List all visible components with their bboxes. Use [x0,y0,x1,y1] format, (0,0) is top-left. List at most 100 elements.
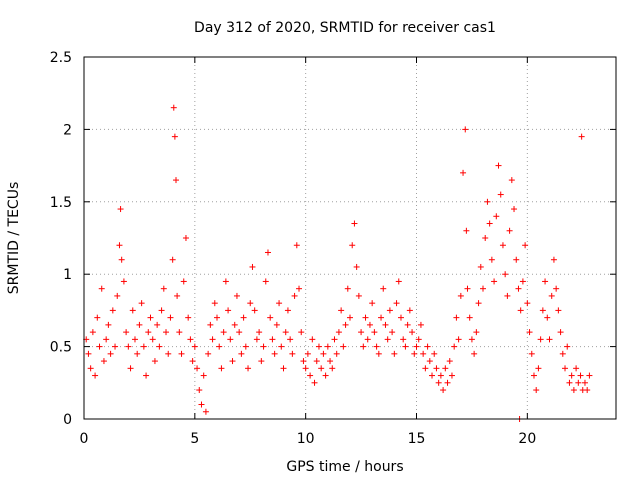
data-point [205,350,212,357]
data-point [366,321,373,328]
data-point [198,401,205,408]
data-point [519,278,526,285]
data-point [402,343,409,350]
data-point [417,321,424,328]
data-point [264,249,271,256]
data-point [364,336,371,343]
data-point [329,365,336,372]
data-point [586,372,593,379]
data-point [178,350,185,357]
data-point [491,278,498,285]
data-point [513,256,520,263]
y-tick-label: 1.5 [50,195,72,211]
data-point [333,350,340,357]
x-tick-label: 10 [297,431,315,447]
data-point [463,227,470,234]
data-point [570,387,577,394]
data-point [508,177,515,184]
data-point [134,350,141,357]
data-point [389,329,396,336]
data-point [466,314,473,321]
data-point [327,358,334,365]
data-point [382,321,389,328]
data-point [460,169,467,176]
data-point [89,329,96,336]
data-point [422,365,429,372]
data-point [311,379,318,386]
data-point [324,343,331,350]
data-point [282,329,289,336]
data-point [143,372,150,379]
y-tick-label: 2.5 [50,50,72,66]
data-point [167,314,174,321]
data-point [202,408,209,415]
data-point [511,206,518,213]
data-point [225,307,232,314]
data-point [444,379,451,386]
data-point [116,242,123,249]
data-point [566,379,573,386]
data-point [127,365,134,372]
data-point [522,242,529,249]
x-tick-label: 0 [80,431,89,447]
data-point [216,343,223,350]
data-point [562,365,569,372]
data-points [83,104,593,422]
x-tick-label: 20 [518,431,536,447]
data-point [200,372,207,379]
data-point [149,336,156,343]
data-point [471,350,478,357]
data-point [517,307,524,314]
data-point [298,329,305,336]
data-point [92,372,99,379]
data-point [182,235,189,241]
data-point [451,343,458,350]
data-point [429,372,436,379]
data-point [358,329,365,336]
data-point [335,329,342,336]
data-point [247,300,254,307]
data-point [138,300,145,307]
data-point [504,292,511,299]
data-point [355,292,362,299]
data-point [411,350,418,357]
data-point [191,343,198,350]
data-point [437,372,444,379]
plot-frame [83,56,617,420]
data-point [176,329,183,336]
data-point [557,329,564,336]
x-axis-label: GPS time / hours [286,459,403,475]
data-point [103,336,110,343]
data-point [262,278,269,285]
data-point [85,350,92,357]
data-point [338,307,345,314]
data-point [546,336,553,343]
data-point [577,372,584,379]
data-point [340,343,347,350]
data-point [380,285,387,292]
data-point [300,358,307,365]
grid-lines [84,57,616,419]
data-point [251,307,258,314]
data-point [140,343,147,350]
data-point [304,350,311,357]
data-point [207,321,214,328]
data-point [269,336,276,343]
data-point [194,365,201,372]
data-point [493,213,500,220]
data-point [293,242,300,249]
data-point [120,278,127,285]
data-point [564,343,571,350]
data-point [233,292,240,299]
data-point [415,336,422,343]
data-point [214,314,220,321]
y-tick-label: 2 [63,122,72,138]
data-point [448,372,455,379]
data-point [267,314,274,321]
data-point [431,350,438,357]
data-point [145,329,152,336]
data-point [539,307,546,314]
data-point [170,104,177,111]
data-point [578,133,585,140]
